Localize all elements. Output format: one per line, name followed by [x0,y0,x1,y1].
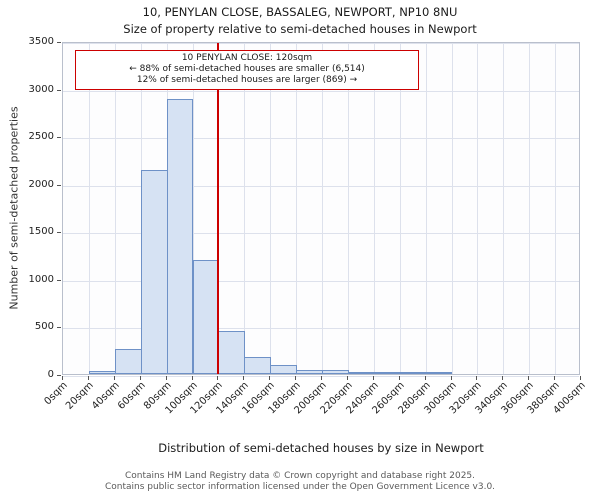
x-tick-mark [269,376,271,380]
x-tick-mark [476,376,478,380]
histogram-bar [218,331,246,374]
histogram-bar [399,372,427,374]
annotation-line-1: 10 PENYLAN CLOSE: 120sqm [181,53,313,63]
chart-title: 10, PENYLAN CLOSE, BASSALEG, NEWPORT, NP… [142,5,458,19]
v-gridline [322,43,323,374]
v-gridline [399,43,401,374]
h-gridline [63,138,579,140]
histogram-bar [296,369,323,374]
x-tick-mark [113,376,115,380]
h-gridline [63,233,579,235]
histogram-bar [270,365,298,374]
annotation-box: 10 PENYLAN CLOSE: 120sqm ← 88% of semi-d… [75,50,419,90]
v-gridline [503,43,505,374]
histogram-bar [244,356,272,374]
histogram-bar [322,370,349,374]
v-gridline [296,43,298,374]
y-tick-label: 3000 [28,83,54,95]
y-tick-mark [57,42,61,43]
x-tick-mark [139,376,141,380]
h-gridline [63,328,579,330]
x-tick-mark [321,376,322,380]
x-tick-mark [217,376,219,380]
marker-line-120sqm [217,43,220,374]
y-tick-mark [57,89,61,91]
h-gridline [63,90,579,92]
x-tick-mark [424,376,426,380]
histogram-bar [347,371,375,374]
v-gridline [270,43,272,374]
footer-line-2: Contains public sector information licen… [104,482,496,492]
x-tick-mark [528,376,530,380]
y-tick-label: 500 [34,321,54,333]
x-tick-mark [87,376,89,380]
h-gridline [63,185,579,187]
y-tick-label: 0 [47,369,54,380]
histogram-bar [140,170,168,374]
y-tick-label: 2500 [28,131,54,143]
histogram-bar [114,349,142,374]
x-tick-mark [191,376,193,380]
x-tick-mark [398,376,400,380]
plot-area: 10 PENYLAN CLOSE: 120sqm ← 88% of semi-d… [62,42,580,377]
x-tick-mark [502,376,504,380]
v-gridline [88,43,90,374]
y-tick-label: 1000 [28,273,54,285]
x-tick-mark [580,376,581,380]
x-axis-title: Distribution of semi-detached houses by … [158,441,484,455]
x-tick-mark [295,376,297,380]
histogram-bar [425,372,453,374]
histogram-bar [373,372,401,374]
x-tick-mark [372,376,374,380]
x-tick-label: 400sqm [551,380,588,417]
x-tick-mark [554,376,556,380]
v-gridline [529,43,531,374]
y-tick-mark [57,375,61,376]
v-gridline [555,43,557,374]
y-tick-mark [57,232,61,234]
histogram-bar [192,259,220,374]
h-gridline [63,280,579,282]
annotation-line-3: 12% of semi-detached houses are larger (… [136,75,358,85]
y-tick-mark [57,184,61,186]
h-gridline [63,43,579,44]
footer: Contains HM Land Registry data © Crown c… [0,471,600,493]
v-gridline [244,43,246,374]
x-tick-mark [165,376,167,380]
chart-subtitle: Size of property relative to semi-detach… [123,22,477,36]
histogram-bar [88,371,116,374]
annotation-line-2: ← 88% of semi-detached houses are smalle… [129,64,365,74]
bars-layer [63,43,579,374]
y-tick-mark [57,137,61,139]
y-tick-mark [57,327,61,329]
v-gridline [477,43,479,374]
footer-line-1: Contains HM Land Registry data © Crown c… [124,471,476,481]
v-gridline [114,43,116,374]
v-gridline [373,43,375,374]
v-gridline [425,43,427,374]
y-tick-label: 1500 [28,226,54,238]
y-tick-label: 2000 [28,178,54,190]
x-tick-mark [62,376,63,380]
v-gridline [347,43,349,374]
x-tick-mark [450,376,452,380]
y-tick-label: 3500 [28,36,54,47]
x-tick-mark [346,376,348,380]
histogram-bar [166,99,194,374]
y-tick-mark [57,279,61,281]
v-gridline [451,43,453,374]
x-tick-mark [243,376,245,380]
